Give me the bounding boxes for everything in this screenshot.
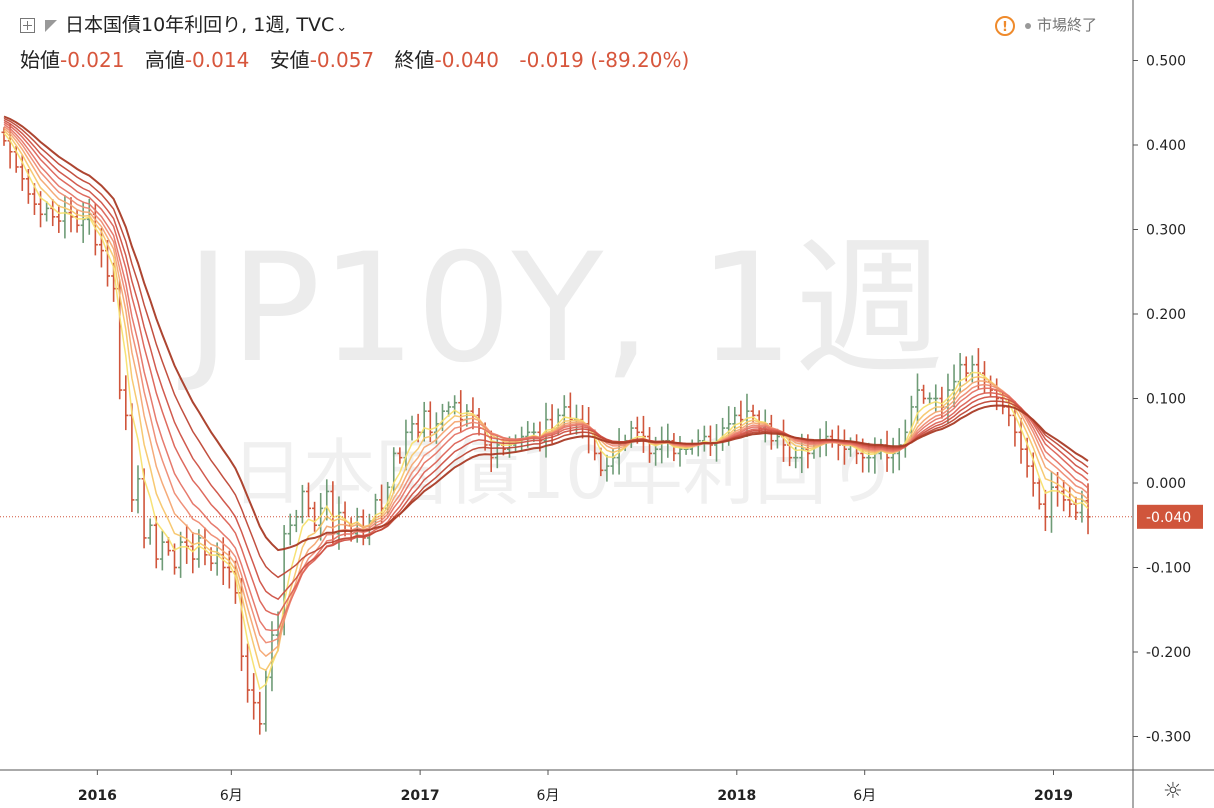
x-tick-label: 2017 bbox=[401, 788, 440, 804]
ohlc-bar[interactable] bbox=[446, 401, 452, 417]
close-value: -0.040 bbox=[434, 48, 500, 72]
ohlc-bar[interactable] bbox=[933, 384, 939, 413]
ohlc-bar[interactable] bbox=[153, 515, 159, 569]
market-status: ! 市場終了 bbox=[995, 14, 1097, 36]
ohlc-bar[interactable] bbox=[123, 375, 129, 431]
ohlc-bar[interactable] bbox=[306, 482, 311, 518]
x-tick-label: 2019 bbox=[1034, 788, 1073, 804]
x-tick-label: 2016 bbox=[78, 788, 117, 804]
ohlc-bar[interactable] bbox=[397, 447, 403, 464]
ohlc-bar[interactable] bbox=[56, 204, 62, 233]
warning-icon[interactable]: ! bbox=[995, 15, 1015, 36]
moving-average-line bbox=[3, 115, 1089, 552]
ohlc-bar[interactable] bbox=[196, 529, 202, 568]
ohlc-bar[interactable] bbox=[1036, 477, 1042, 510]
low-label: 安値 bbox=[269, 48, 310, 72]
ohlc-bar[interactable] bbox=[1042, 489, 1048, 532]
ohlc-bar[interactable] bbox=[647, 427, 653, 463]
high-value: -0.014 bbox=[184, 48, 250, 72]
ohlc-bar[interactable] bbox=[604, 454, 610, 482]
ohlc-bar[interactable] bbox=[1018, 417, 1024, 464]
ohlc-bar[interactable] bbox=[50, 199, 56, 227]
chevron-down-icon[interactable]: ⌄ bbox=[336, 20, 348, 35]
ohlc-bar[interactable] bbox=[567, 392, 573, 435]
low-value: -0.057 bbox=[309, 48, 375, 72]
ohlc-bar[interactable] bbox=[921, 384, 927, 404]
ohlc-bar[interactable] bbox=[129, 403, 135, 513]
ohlc-bar[interactable] bbox=[707, 425, 713, 456]
x-tick-label: 6月 bbox=[220, 788, 243, 804]
ohlc-bar[interactable] bbox=[494, 434, 500, 469]
y-tick-label: -0.200 bbox=[1146, 645, 1191, 661]
ohlc-bar[interactable] bbox=[269, 621, 275, 692]
x-tick-label: 2018 bbox=[717, 788, 756, 804]
ohlc-bar[interactable] bbox=[251, 673, 257, 720]
ohlc-bar[interactable] bbox=[927, 392, 933, 405]
close-label: 終値 bbox=[394, 48, 435, 72]
ohlc-bar[interactable] bbox=[159, 530, 165, 571]
ohlc-bar[interactable] bbox=[975, 348, 981, 390]
moving-average-line bbox=[3, 132, 1089, 691]
ohlc-bar[interactable] bbox=[427, 401, 433, 443]
ohlc-bar[interactable] bbox=[245, 643, 251, 703]
open-value: -0.021 bbox=[60, 48, 125, 72]
y-tick-label: -0.300 bbox=[1146, 730, 1191, 746]
ohlc-bar[interactable] bbox=[1067, 486, 1073, 518]
expand-icon[interactable] bbox=[20, 18, 35, 33]
ohlc-bar[interactable] bbox=[287, 513, 293, 546]
ohlc-bar[interactable] bbox=[1085, 483, 1091, 535]
ohlc-bar[interactable] bbox=[409, 415, 415, 441]
ohlc-bar[interactable] bbox=[1061, 480, 1067, 512]
ohlc-bar[interactable] bbox=[257, 691, 263, 735]
ohlc-bar[interactable] bbox=[598, 447, 604, 477]
ohlc-bar[interactable] bbox=[312, 501, 318, 532]
symbol-title[interactable]: 日本国債10年利回り, 1週, TVC bbox=[65, 14, 335, 36]
ohlc-bar[interactable] bbox=[44, 201, 50, 222]
gear-icon[interactable]: ☼ bbox=[1163, 779, 1183, 804]
high-label: 高値 bbox=[144, 48, 185, 72]
y-tick-label: 0.400 bbox=[1146, 138, 1186, 154]
market-status-label: 市場終了 bbox=[1037, 16, 1098, 34]
status-dot-icon bbox=[1025, 22, 1031, 29]
last-price-label: -0.040 bbox=[1146, 510, 1191, 526]
y-tick-label: 0.300 bbox=[1146, 223, 1186, 239]
ohlc-bar[interactable] bbox=[31, 183, 37, 215]
moving-average-line bbox=[3, 129, 1089, 672]
watermark-symbol: JP10Y, 1週 bbox=[178, 222, 944, 396]
x-tick-label: 6月 bbox=[537, 788, 560, 804]
ohlc-bar[interactable] bbox=[525, 421, 531, 448]
change-value: -0.019 (-89.20%) bbox=[519, 48, 690, 72]
ohlc-bar[interactable] bbox=[458, 390, 464, 433]
ohlc-bar[interactable] bbox=[190, 532, 196, 574]
last-price-badge bbox=[1137, 504, 1203, 529]
ohlc-bar[interactable] bbox=[677, 436, 683, 467]
ohlc-bar[interactable] bbox=[750, 404, 756, 422]
x-tick-label: 6月 bbox=[853, 788, 876, 804]
ohlc-bar[interactable] bbox=[1, 127, 7, 146]
ohlc-bar[interactable] bbox=[98, 227, 104, 268]
open-label: 始値 bbox=[20, 48, 60, 72]
y-tick-label: 0.500 bbox=[1146, 54, 1186, 70]
ohlc-bar[interactable] bbox=[184, 524, 190, 564]
ohlc-bar[interactable] bbox=[915, 373, 920, 424]
ohlc-bar[interactable] bbox=[165, 537, 171, 556]
ohlc-bar[interactable] bbox=[135, 465, 141, 514]
y-tick-label: 0.100 bbox=[1146, 392, 1186, 408]
y-tick-label: 0.000 bbox=[1146, 476, 1186, 492]
y-tick-label: 0.200 bbox=[1146, 307, 1186, 323]
flag-icon[interactable] bbox=[45, 19, 57, 32]
ohlc-bar[interactable] bbox=[178, 531, 184, 578]
ohlc-bar[interactable] bbox=[147, 518, 153, 545]
y-tick-label: -0.100 bbox=[1146, 561, 1191, 577]
ohlc-legend: 始値-0.021 高値-0.014 安値-0.057 終値-0.040 -0.0… bbox=[20, 44, 689, 73]
chart-header: 日本国債10年利回り, 1週, TVC ⌄ bbox=[20, 10, 347, 37]
